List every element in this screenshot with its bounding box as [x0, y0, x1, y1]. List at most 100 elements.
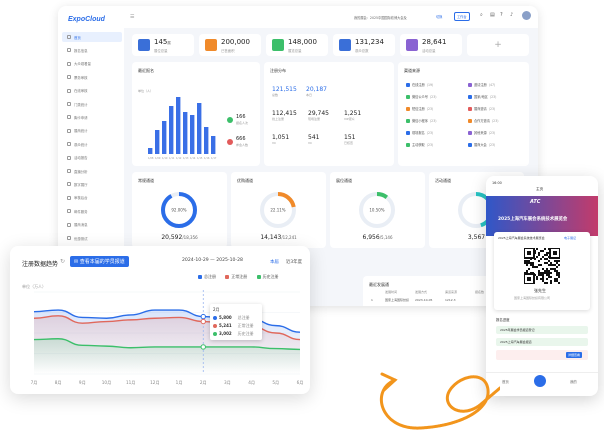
sidebar-item[interactable]: 数字展厅	[62, 179, 122, 189]
nav-mine[interactable]: 我的	[570, 380, 577, 384]
latest-registration-card: 最近报名单位（人） 1/08 1/09 1/10 1/11 1/12 1/13 1/14 1/1…	[132, 62, 260, 166]
table-cell: 国家上海国际纺织	[385, 298, 410, 302]
sidebar-item[interactable]: 活动报告	[62, 153, 122, 163]
sidebar-item[interactable]: 展商统计	[62, 126, 122, 136]
menu-icon	[67, 209, 71, 214]
sidebar-item-label: 报名信息	[74, 48, 88, 53]
sidebar-item[interactable]: 胸卡申请	[62, 112, 122, 122]
view-report-label: 查看本届的学员报道	[79, 259, 125, 265]
sidebar-item[interactable]: 报名信息	[62, 45, 122, 55]
bar-tick-label: 1/08	[148, 157, 154, 160]
phone-page-title: 主页	[536, 187, 544, 191]
channel-item: 国家/地区 (23)	[468, 94, 496, 99]
menu-icon	[67, 88, 71, 93]
view-report-button[interactable]: ✉ 查看本届的学员报道	[70, 256, 129, 267]
sidebar-item[interactable]: 门类统计	[62, 99, 122, 109]
add-kpi-button[interactable]: +	[467, 34, 529, 56]
switch-button[interactable]: 切换	[436, 15, 443, 19]
bar-tick-label: 1/17	[211, 157, 217, 160]
donut-chart: 10.50%	[359, 192, 395, 228]
channel-icon	[406, 106, 410, 111]
progress-step-2: 2025上海汽车展会报道	[496, 338, 588, 346]
bell-icon[interactable]: ♪	[510, 12, 514, 18]
channel-donut-card: 常规通道 92.00% 20,592/18,356	[132, 172, 227, 248]
sidebar-item-label: 大众观看量	[74, 62, 91, 67]
bar-mark	[204, 127, 209, 154]
e-badge-button[interactable]: 电子展证	[564, 236, 577, 240]
reg-stat: 121,515 总数	[272, 86, 297, 97]
bar-chart: 单位（人）1/08 1/09 1/10 1/11 1/12 1/13 1/14 1/15 1/1…	[138, 88, 248, 160]
card-title: 活动通道	[435, 178, 451, 183]
kpi-label: 展位总量	[154, 49, 168, 53]
donut-count: 20,592/18,356	[161, 234, 198, 241]
sidebar-item[interactable]: 票务审核	[62, 72, 122, 82]
sidebar-item[interactable]: 在线审核	[62, 86, 122, 96]
menu-toggle-icon[interactable]: ☰	[130, 14, 135, 20]
menu-icon	[67, 48, 71, 53]
sidebar-item-label: 邮件服务	[74, 209, 88, 214]
table-header: 报名数	[475, 290, 485, 294]
sidebar-item[interactable]: 大众观看量	[62, 59, 122, 69]
x-tick-label: 1月	[176, 380, 183, 386]
nav-center-button[interactable]	[534, 375, 546, 387]
bar-mark	[190, 115, 195, 154]
avatar[interactable]	[522, 11, 531, 20]
menu-icon	[67, 169, 71, 173]
bar-tick-label: 1/16	[204, 157, 210, 160]
sidebar-item[interactable]: 直播分析	[62, 166, 122, 176]
sidebar-item[interactable]: 邮件服务	[62, 206, 122, 216]
kpi-card: 145展 展位总量	[132, 34, 194, 56]
phone-tab-bar: 首页 我的	[486, 372, 598, 396]
sidebar-item[interactable]: 审核后台	[62, 193, 122, 203]
help-icon[interactable]: ?	[500, 12, 503, 18]
workbench-button[interactable]: 工作台	[454, 12, 470, 21]
document-icon[interactable]: ▤	[490, 12, 495, 18]
kpi-icon	[406, 39, 418, 51]
refresh-icon[interactable]: ↻	[60, 258, 66, 265]
reg-stat: 541 VC	[308, 134, 320, 145]
mail-icon: ✉	[74, 259, 80, 265]
x-tick-label: 3月	[224, 380, 231, 386]
channel-icon	[468, 118, 472, 123]
bar-mark	[176, 97, 181, 154]
donut-percent: 10.50%	[369, 208, 384, 213]
channel-icon	[406, 142, 410, 147]
top-bar: ☰ 我的展会：2025中国国际纺博大会及 切换 工作台 ⌕ ▤ ? ♪	[124, 6, 538, 28]
channel-item: 合作方邀请 (23)	[468, 118, 498, 123]
sidebar-item[interactable]: 展商消息	[62, 220, 122, 230]
reg-stat: 1,251 VIP观众	[344, 110, 362, 121]
detail-button[interactable]: 详细查看	[566, 352, 583, 358]
sidebar-item[interactable]: 首页	[62, 32, 122, 42]
sidebar-item[interactable]: 优惠测试	[62, 233, 122, 243]
legend-normal: 正常注册	[225, 274, 247, 279]
dashboard-window: ExpoCloud 首页 报名信息 大众观看量 票务审核 在线审核 门类统计 胸卡申请 展商统…	[58, 6, 538, 306]
nav-home[interactable]: 首页	[502, 380, 509, 384]
search-icon[interactable]: ⌕	[480, 12, 483, 18]
kpi-value: 131,234	[355, 38, 384, 46]
sidebar-item-label: 门类统计	[74, 102, 88, 107]
channel-item: 邀请注册 (47)	[468, 82, 495, 87]
channel-icon	[468, 82, 472, 87]
bar-mark	[211, 136, 216, 154]
card-title: 最近发展通	[369, 282, 389, 287]
sidebar-item-label: 数字展厅	[74, 182, 88, 187]
bar-tick-label: 1/11	[169, 157, 175, 160]
channel-icon	[468, 94, 472, 99]
chart-tooltip: 2月 5,800 总注册 5,241 正常注册 3,002 历史注册	[210, 304, 262, 340]
card-title: 渠道来源	[404, 68, 420, 73]
tooltip-row: 5,241 正常注册	[213, 323, 259, 329]
bar-tick-label: 1/14	[190, 157, 196, 160]
tab-3years[interactable]: 近3年度	[286, 260, 302, 265]
date-range-picker[interactable]: 2024-10-29 — 2025-10-28	[182, 258, 243, 263]
kpi-label: 活动总量	[422, 49, 436, 53]
registration-distribution-card: 注册分布 121,515 总数 20,187 本日 112,415 线上注册 29,745 现场…	[264, 62, 394, 166]
bar-tick-label: 1/15	[197, 157, 203, 160]
channel-item: 展商大会 (23)	[468, 142, 495, 147]
card-title: 最近报名	[138, 68, 154, 73]
tab-current[interactable]: 本届	[270, 260, 279, 265]
card-title: 展位通道	[336, 178, 352, 183]
kpi-icon	[272, 39, 284, 51]
bar-tick-label: 1/12	[176, 157, 182, 160]
sidebar-item[interactable]: 观众统计	[62, 139, 122, 149]
progress-notice: 详细查看	[496, 350, 588, 360]
